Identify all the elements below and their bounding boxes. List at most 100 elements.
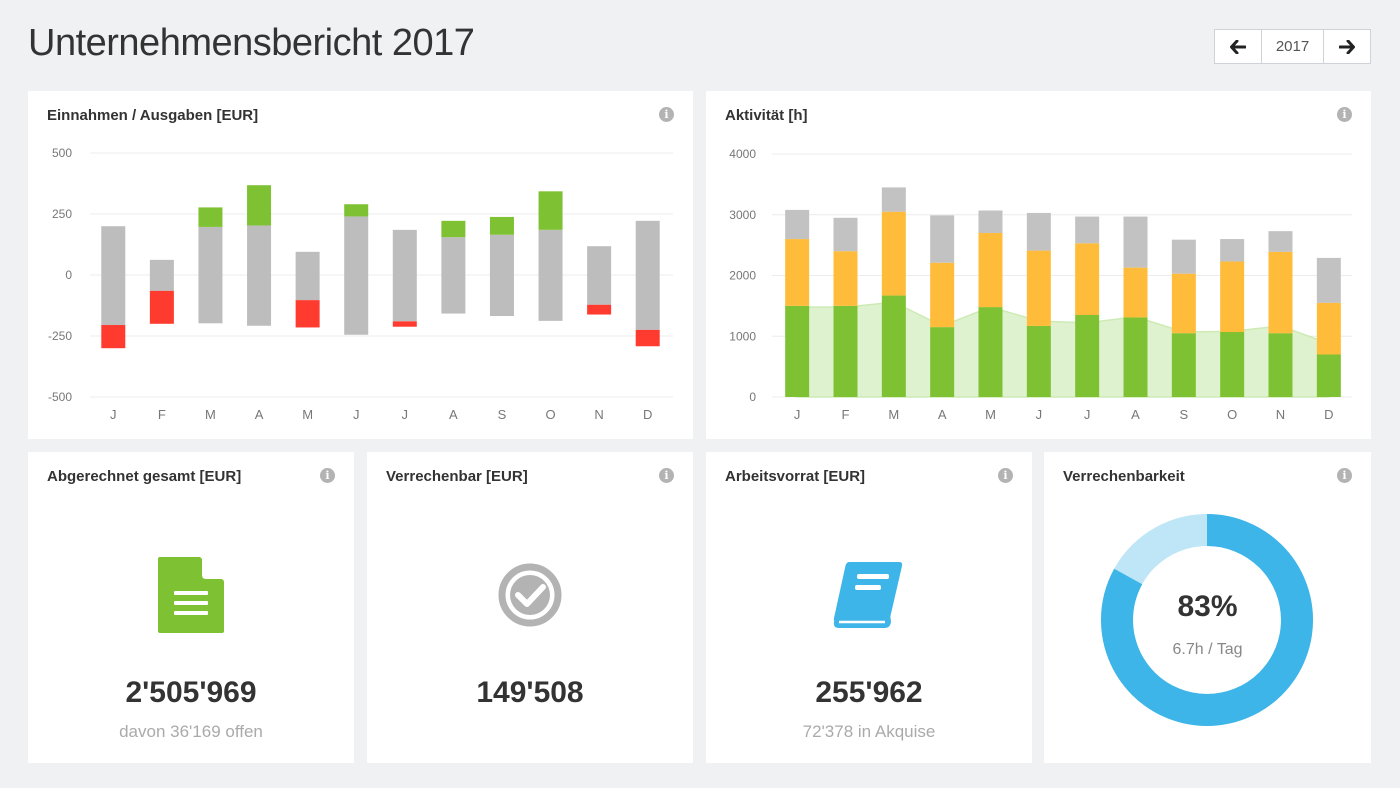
y-tick-label: 3000 (729, 208, 756, 222)
x-tick-label: S (1179, 407, 1188, 422)
bar-grau (1316, 257, 1341, 303)
billable-card: Verrechenbar [EUR] i 149'508 (367, 452, 693, 763)
bar-grün (978, 307, 1003, 397)
billability-percent: 83% (1177, 590, 1238, 623)
backlog-card: Arbeitsvorrat [EUR] i 255'962 72'378 in … (706, 452, 1032, 763)
x-tick-label: J (1036, 407, 1043, 422)
year-navigator: 2017 (1214, 29, 1371, 64)
x-tick-label: M (205, 407, 216, 422)
bar-defizit (635, 329, 660, 347)
bar-grün (1026, 325, 1051, 397)
x-tick-label: D (643, 407, 652, 422)
arrow-left-icon (1230, 39, 1246, 54)
bar-grün (1220, 331, 1245, 397)
bar-basis (587, 246, 612, 305)
bar-überschuss (247, 185, 272, 226)
y-tick-label: 0 (749, 390, 756, 404)
x-tick-label: J (110, 407, 117, 422)
bar-orange (1026, 250, 1051, 326)
bar-orange (1268, 251, 1293, 334)
bar-grau (1220, 239, 1245, 262)
bar-basis (198, 226, 223, 324)
info-icon[interactable]: i (1337, 468, 1352, 483)
info-icon[interactable]: i (998, 468, 1013, 483)
arrow-right-icon (1339, 39, 1355, 54)
x-tick-label: F (158, 407, 166, 422)
finance-chart: 500 250 0 -250 -500 J F M A M J J A S O N D (48, 146, 673, 422)
bar-überschuss (441, 220, 466, 238)
y-tick-label: 0 (65, 268, 72, 282)
x-tick-label: D (1324, 407, 1333, 422)
activity-chart: 4000 3000 2000 1000 0 J F M A M J J A S O N D (729, 147, 1352, 422)
bar-basis (344, 216, 369, 335)
bar-basis (489, 234, 514, 316)
card-title: Aktivität [h] (725, 107, 808, 124)
y-tick-label: 2000 (729, 269, 756, 283)
backlog-sub: 72'378 in Akquise (802, 722, 936, 741)
card-title: Verrechenbar [EUR] (386, 468, 528, 485)
card-title: Verrechenbarkeit (1063, 468, 1185, 485)
bar-orange (1075, 243, 1100, 315)
bar-überschuss (489, 216, 514, 235)
bar-basis (635, 220, 660, 330)
bar-orange (785, 239, 810, 306)
billability-sub: 6.7h / Tag (1172, 641, 1243, 658)
y-tick-label: -500 (48, 390, 72, 404)
bar-orange (1171, 273, 1196, 334)
y-tick-label: 1000 (729, 329, 756, 343)
next-year-button[interactable] (1324, 30, 1370, 63)
info-icon[interactable]: i (659, 107, 674, 122)
bar-basis (295, 251, 320, 301)
x-tick-label: A (938, 407, 947, 422)
card-title: Arbeitsvorrat [EUR] (725, 468, 866, 485)
x-tick-label: J (402, 407, 409, 422)
bar-grau (833, 217, 858, 252)
bar-basis (101, 226, 126, 326)
x-tick-label: M (985, 407, 996, 422)
bar-grau (785, 209, 810, 240)
bar-orange (1220, 261, 1245, 332)
x-tick-label: F (842, 407, 850, 422)
y-tick-label: 4000 (729, 147, 756, 161)
bar-defizit (392, 321, 417, 327)
x-tick-label: M (302, 407, 313, 422)
info-icon[interactable]: i (659, 468, 674, 483)
bar-basis (247, 225, 272, 326)
card-title: Abgerechnet gesamt [EUR] (47, 468, 242, 485)
info-icon[interactable]: i (320, 468, 335, 483)
x-tick-label: N (594, 407, 603, 422)
bar-defizit (295, 300, 320, 328)
activity-card: Aktivität [h] i 4000 3000 2000 1000 0 J F M A M J J… (706, 91, 1371, 439)
bar-grau (1026, 212, 1051, 251)
prev-year-button[interactable] (1215, 30, 1261, 63)
bar-grün (1268, 333, 1293, 397)
bar-überschuss (198, 207, 223, 227)
bar-grün (881, 295, 906, 397)
bar-grau (1268, 231, 1293, 252)
x-tick-label: N (1276, 407, 1285, 422)
bar-grün (833, 305, 858, 397)
x-tick-label: A (1131, 407, 1140, 422)
x-tick-label: S (498, 407, 507, 422)
x-tick-label: A (255, 407, 264, 422)
bar-grau (881, 187, 906, 212)
bar-grün (1075, 314, 1100, 397)
bar-grün (1171, 333, 1196, 397)
card-title: Einnahmen / Ausgaben [EUR] (47, 107, 259, 124)
y-tick-label: -250 (48, 329, 72, 343)
bar-basis (441, 237, 466, 314)
bar-grün (1316, 354, 1341, 397)
bar-orange (930, 262, 955, 328)
billability-donut (1101, 514, 1313, 726)
check-circle-icon (498, 563, 562, 627)
bar-grün (1123, 317, 1148, 397)
billability-card: Verrechenbarkeit i 83% 6.7h / Tag (1044, 452, 1371, 763)
bar-basis (538, 229, 563, 321)
info-icon[interactable]: i (1337, 107, 1352, 122)
bar-grau (1171, 239, 1196, 274)
finance-card: Einnahmen / Ausgaben [EUR] i 500 250 0 -250… (28, 91, 693, 439)
area-series (796, 301, 1330, 398)
billed-value: 2'505'969 (125, 676, 257, 709)
billable-value: 149'508 (476, 676, 584, 709)
bar-orange (1316, 302, 1341, 355)
